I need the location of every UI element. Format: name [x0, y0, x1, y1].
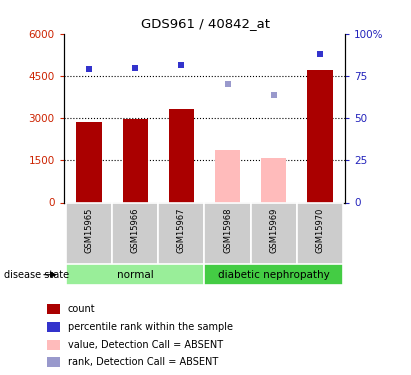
Text: GSM15969: GSM15969	[269, 208, 278, 253]
Text: GSM15965: GSM15965	[85, 208, 94, 253]
Bar	[76, 122, 102, 202]
Bar	[47, 339, 60, 350]
Text: percentile rank within the sample: percentile rank within the sample	[68, 322, 233, 332]
Bar	[47, 357, 60, 368]
Text: GSM15967: GSM15967	[177, 208, 186, 253]
Bar	[112, 202, 158, 264]
Bar	[215, 150, 240, 202]
Bar	[158, 202, 205, 264]
Bar	[251, 202, 297, 264]
Text: normal: normal	[117, 270, 154, 280]
Text: disease state: disease state	[4, 270, 69, 280]
Bar	[205, 202, 251, 264]
Text: count: count	[68, 304, 95, 314]
Text: GSM15966: GSM15966	[131, 208, 140, 253]
Bar	[307, 70, 332, 202]
Bar	[169, 109, 194, 202]
Text: diabetic nephropathy: diabetic nephropathy	[218, 270, 330, 280]
Text: GSM15968: GSM15968	[223, 208, 232, 253]
Bar	[205, 264, 343, 285]
Bar	[122, 119, 148, 202]
Bar	[297, 202, 343, 264]
Bar	[47, 322, 60, 332]
Text: value, Detection Call = ABSENT: value, Detection Call = ABSENT	[68, 339, 223, 350]
Text: GSM15970: GSM15970	[315, 208, 324, 253]
Text: rank, Detection Call = ABSENT: rank, Detection Call = ABSENT	[68, 357, 218, 368]
Text: GDS961 / 40842_at: GDS961 / 40842_at	[141, 17, 270, 30]
Bar	[66, 202, 112, 264]
Bar	[261, 158, 286, 203]
Bar	[47, 304, 60, 314]
Bar	[66, 264, 205, 285]
